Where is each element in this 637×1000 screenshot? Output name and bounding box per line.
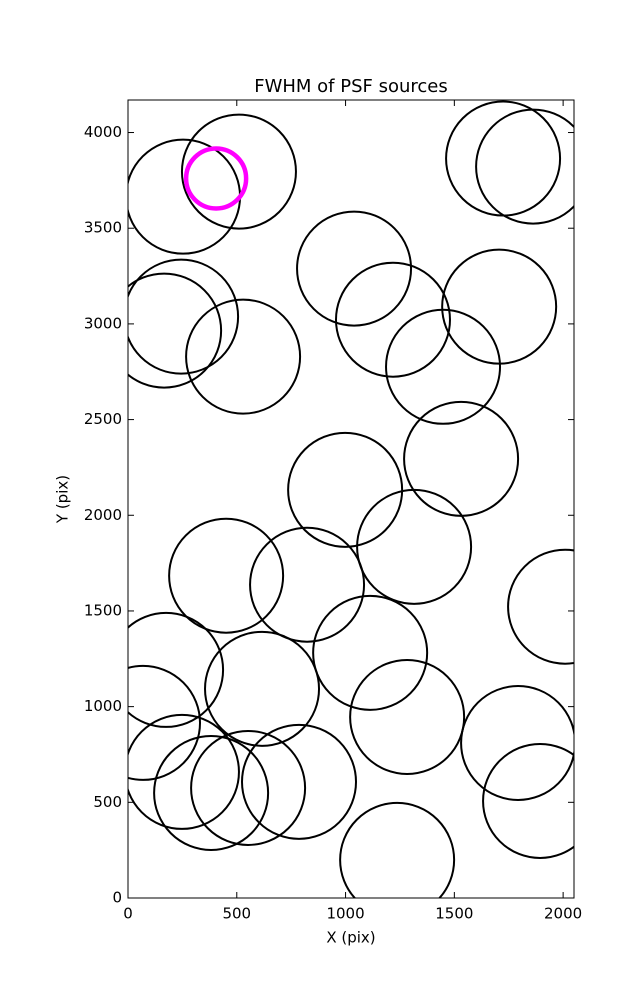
- source-circle: [312, 594, 429, 711]
- source-circle: [168, 517, 285, 634]
- x-axis-label: X (pix): [326, 929, 375, 947]
- x-tick-label: 500: [222, 905, 251, 923]
- source-circle: [475, 108, 574, 225]
- source-circle: [507, 548, 574, 665]
- source-circle: [287, 431, 404, 548]
- source-circle: [349, 658, 466, 775]
- source-circle: [356, 488, 473, 605]
- axes-frame: [127, 99, 575, 899]
- x-tick-label: 1500: [435, 905, 473, 923]
- x-tick-label: 2000: [544, 905, 582, 923]
- y-tick-label: 3000: [84, 314, 122, 332]
- y-tick-label: 1000: [84, 697, 122, 715]
- x-tick-label: 1000: [326, 905, 364, 923]
- source-circle: [128, 664, 201, 781]
- y-tick-label: 1500: [84, 601, 122, 619]
- source-circle: [385, 308, 502, 425]
- source-circle: [190, 729, 307, 846]
- y-tick-label: 2000: [84, 506, 122, 524]
- y-tick-label: 500: [93, 793, 122, 811]
- source-circle: [128, 272, 223, 389]
- source-circle: [482, 742, 574, 859]
- source-circle: [296, 210, 413, 327]
- source-circle: [334, 261, 451, 378]
- y-tick-label: 4000: [84, 123, 122, 141]
- source-circle: [339, 801, 456, 898]
- plot-area: [128, 100, 574, 898]
- source-circle: [153, 734, 270, 851]
- source-circle: [180, 113, 297, 230]
- source-circle: [241, 723, 358, 840]
- y-tick-label: 3500: [84, 219, 122, 237]
- y-tick-label: 2500: [84, 410, 122, 428]
- source-circle: [128, 713, 240, 830]
- source-circle: [128, 258, 240, 375]
- y-axis-label: Y (pix): [54, 475, 72, 524]
- source-circle: [128, 611, 225, 728]
- source-circle: [185, 298, 302, 415]
- source-circle: [460, 685, 574, 801]
- x-tick-label: 0: [123, 905, 133, 923]
- source-circle: [183, 146, 249, 211]
- chart-title: FWHM of PSF sources: [254, 76, 448, 97]
- y-tick-label: 0: [112, 889, 122, 907]
- source-circle: [204, 630, 321, 747]
- source-circle: [249, 526, 366, 643]
